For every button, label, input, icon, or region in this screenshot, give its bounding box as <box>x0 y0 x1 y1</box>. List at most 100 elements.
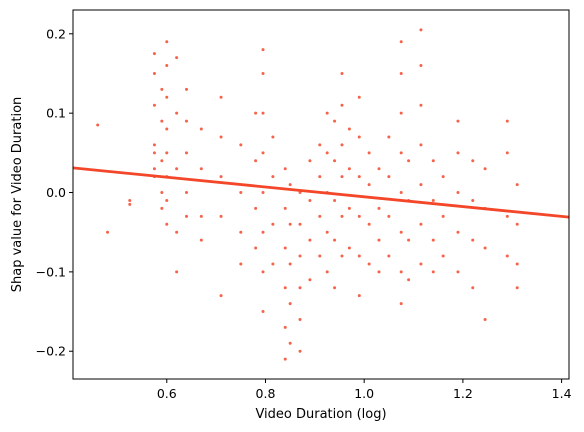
data-point <box>407 238 411 242</box>
data-point <box>357 95 361 99</box>
data-point <box>347 127 351 131</box>
data-point <box>308 238 312 242</box>
data-point <box>471 286 475 290</box>
data-point <box>175 270 179 274</box>
data-point <box>367 151 371 155</box>
data-point <box>419 64 423 68</box>
data-point <box>261 48 265 52</box>
data-point <box>441 175 445 179</box>
data-point <box>367 262 371 266</box>
data-point <box>471 159 475 163</box>
data-point <box>175 230 179 234</box>
data-point <box>165 95 169 99</box>
data-point <box>456 191 460 195</box>
data-point <box>128 198 132 202</box>
data-point <box>239 191 243 195</box>
data-point <box>185 119 189 123</box>
data-point <box>283 357 287 361</box>
data-point <box>325 111 329 115</box>
data-point <box>271 262 275 266</box>
data-point <box>199 167 203 171</box>
data-point <box>175 167 179 171</box>
x-axis-label: Video Duration (log) <box>255 407 386 422</box>
x-tick-label: 0.8 <box>256 386 276 401</box>
data-point <box>288 222 292 226</box>
data-point <box>347 206 351 210</box>
data-point <box>340 143 344 147</box>
data-point <box>239 262 243 266</box>
data-point <box>219 214 223 218</box>
data-point <box>347 167 351 171</box>
data-point <box>367 222 371 226</box>
data-point <box>471 198 475 202</box>
data-point <box>387 175 391 179</box>
data-point <box>152 71 156 75</box>
data-point <box>340 175 344 179</box>
data-point <box>152 103 156 107</box>
data-point <box>505 151 509 155</box>
data-point <box>333 159 337 163</box>
data-point <box>106 230 110 234</box>
data-point <box>399 302 403 306</box>
data-point <box>340 254 344 258</box>
data-point <box>219 175 223 179</box>
data-point <box>456 119 460 123</box>
data-point <box>261 270 265 274</box>
data-point <box>239 230 243 234</box>
data-point <box>471 238 475 242</box>
data-point <box>367 183 371 187</box>
y-tick-label: 0.1 <box>46 106 66 121</box>
data-point <box>399 71 403 75</box>
data-point <box>160 191 164 195</box>
data-point <box>160 119 164 123</box>
plot-frame <box>72 9 570 380</box>
data-point <box>515 262 519 266</box>
y-tick-label: 0.2 <box>46 26 66 41</box>
data-point <box>165 222 169 226</box>
data-point <box>318 143 322 147</box>
data-point <box>333 238 337 242</box>
data-point <box>407 278 411 282</box>
data-point <box>165 151 169 155</box>
data-point <box>160 206 164 210</box>
data-point <box>333 286 337 290</box>
data-point <box>283 286 287 290</box>
data-point <box>283 246 287 250</box>
data-point <box>377 206 381 210</box>
data-point <box>515 222 519 226</box>
scatter-points <box>96 28 519 361</box>
data-point <box>419 28 423 32</box>
data-point <box>261 111 265 115</box>
data-point <box>318 175 322 179</box>
data-point <box>283 206 287 210</box>
data-point <box>261 230 265 234</box>
y-axis-label: Shap value for Video Duration <box>10 97 25 293</box>
data-point <box>271 222 275 226</box>
data-point <box>505 214 509 218</box>
data-point <box>298 317 302 321</box>
data-point <box>441 214 445 218</box>
data-point <box>419 183 423 187</box>
x-tick-label: 1.4 <box>552 386 572 401</box>
data-point <box>271 135 275 139</box>
data-point <box>431 159 435 163</box>
data-point <box>357 175 361 179</box>
data-point <box>254 206 258 210</box>
data-point <box>152 52 156 56</box>
data-point <box>308 159 312 163</box>
data-point <box>96 123 100 127</box>
data-point <box>325 270 329 274</box>
data-point <box>152 167 156 171</box>
data-point <box>165 40 169 44</box>
data-point <box>199 127 203 131</box>
data-point <box>261 71 265 75</box>
data-point <box>456 151 460 155</box>
data-point <box>431 270 435 274</box>
data-point <box>333 119 337 123</box>
data-point <box>377 167 381 171</box>
data-point <box>407 159 411 163</box>
data-point <box>399 111 403 115</box>
data-point <box>152 143 156 147</box>
data-point <box>515 183 519 187</box>
